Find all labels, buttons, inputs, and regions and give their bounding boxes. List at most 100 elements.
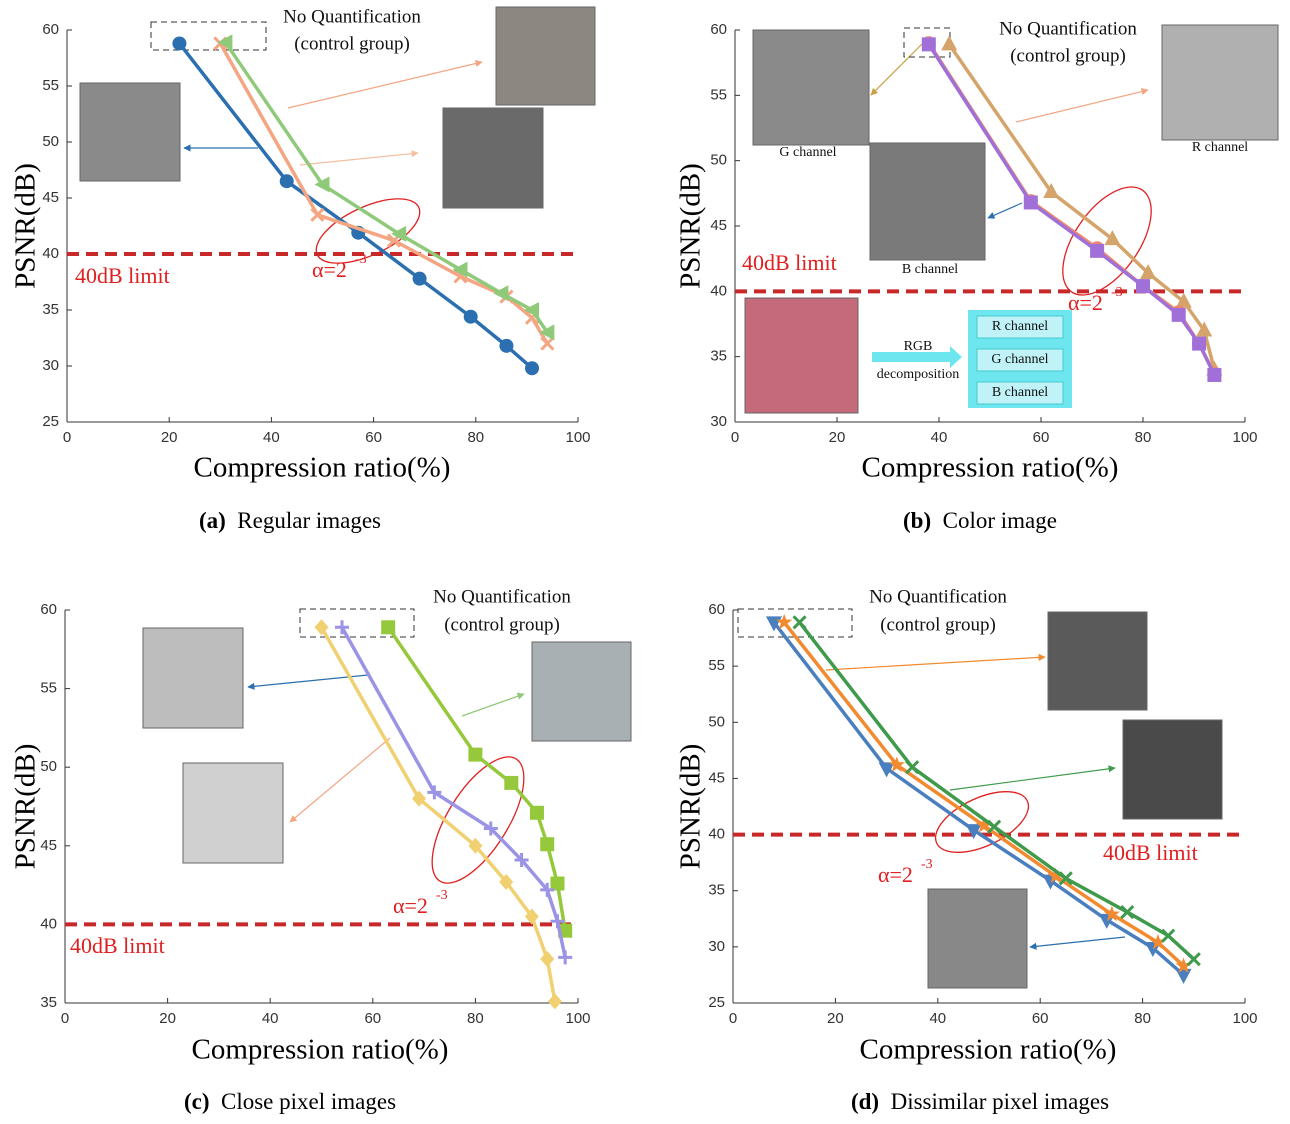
- caption: (a) Regular images: [199, 508, 381, 533]
- x-tick-label: 100: [1232, 429, 1257, 446]
- annotation: G channel: [779, 145, 836, 160]
- y-tick-label: 35: [708, 882, 725, 899]
- annotation: No Quantification: [999, 18, 1137, 39]
- caption-title: Regular images: [237, 508, 381, 533]
- arrow: [988, 203, 1022, 218]
- marker: [1207, 368, 1221, 382]
- marker: [499, 339, 513, 353]
- thumbnail: [496, 7, 595, 105]
- x-tick-label: 0: [731, 429, 739, 446]
- y-tick-label: 50: [708, 713, 725, 730]
- marker: [548, 993, 562, 1009]
- y-axis-label: PSNR(dB): [675, 744, 707, 870]
- annotation: B channel: [902, 262, 958, 277]
- marker: [1090, 244, 1104, 258]
- annotation: G channel: [991, 352, 1048, 367]
- arrow: [826, 657, 1045, 670]
- y-tick-label: 25: [708, 994, 725, 1011]
- x-axis-label: Compression ratio(%): [194, 452, 451, 484]
- y-tick-label: 30: [710, 413, 727, 430]
- figure: 25 30 35 40 45 50 55 60 0 20 40 60 80 100 Compression …: [0, 0, 1290, 1124]
- annotation: α=2: [312, 257, 347, 282]
- thumbnail: [753, 30, 869, 145]
- marker: [525, 361, 539, 375]
- thumbnail: [532, 642, 631, 741]
- arrow: [1030, 937, 1125, 947]
- marker: [922, 37, 936, 51]
- y-tick-label: 60: [42, 21, 59, 38]
- marker: [530, 806, 544, 820]
- annotation: α=2: [1068, 290, 1103, 315]
- marker: [540, 837, 554, 851]
- annotation: 40dB limit: [1103, 840, 1198, 865]
- y-tick-label: 45: [710, 217, 727, 234]
- panel-label: (c): [184, 1089, 210, 1114]
- annotation: 40dB limit: [70, 933, 165, 958]
- thumbnail: [745, 298, 858, 413]
- x-axis-label: Compression ratio(%): [192, 1034, 449, 1066]
- marker: [1188, 953, 1200, 965]
- x-tick-label: 100: [1232, 1010, 1257, 1027]
- y-tick-label: 35: [40, 994, 57, 1011]
- arrow: [288, 62, 482, 108]
- x-tick-label: 80: [1135, 429, 1152, 446]
- series-line: [322, 627, 555, 1001]
- x-tick-label: 100: [565, 429, 590, 446]
- y-tick-label: 60: [40, 601, 57, 618]
- marker: [1121, 906, 1133, 918]
- annotation: -3: [355, 252, 367, 267]
- y-tick-label: 25: [42, 413, 59, 430]
- annotation: 40dB limit: [75, 263, 170, 288]
- y-axis-label: PSNR(dB): [10, 744, 42, 870]
- annotation: No Quantification: [283, 6, 421, 27]
- y-tick-label: 60: [708, 601, 725, 618]
- control-box: [738, 609, 852, 637]
- x-tick-label: 0: [729, 1010, 737, 1027]
- caption-title: Close pixel images: [221, 1089, 396, 1114]
- marker: [468, 748, 482, 762]
- thumbnail: [928, 889, 1027, 988]
- marker: [541, 338, 553, 350]
- y-tick-label: 60: [710, 21, 727, 38]
- y-axis-label: PSNR(dB): [675, 163, 707, 289]
- x-tick-label: 40: [263, 429, 280, 446]
- y-tick-label: 50: [40, 758, 57, 775]
- caption: (c) Close pixel images: [184, 1089, 396, 1114]
- marker: [1024, 195, 1038, 209]
- x-axis-label: Compression ratio(%): [862, 452, 1119, 484]
- x-tick-label: 80: [1134, 1010, 1151, 1027]
- y-tick-label: 50: [710, 152, 727, 169]
- marker: [906, 761, 918, 773]
- marker: [1172, 308, 1186, 322]
- x-tick-label: 0: [61, 1010, 69, 1027]
- x-tick-label: 20: [161, 429, 178, 446]
- panel-label: (d): [851, 1089, 879, 1114]
- marker: [381, 620, 395, 634]
- marker: [794, 616, 806, 628]
- annotation: R channel: [1192, 140, 1248, 155]
- marker: [1162, 930, 1174, 942]
- x-tick-label: 60: [365, 429, 382, 446]
- caption-title: Color image: [943, 508, 1057, 533]
- x-tick-label: 20: [829, 429, 846, 446]
- y-tick-label: 35: [42, 301, 59, 318]
- x-tick-label: 40: [931, 429, 948, 446]
- y-tick-label: 40: [42, 245, 59, 262]
- y-tick-label: 35: [710, 348, 727, 365]
- annotation: α=2: [878, 862, 913, 887]
- y-tick-label: 30: [42, 357, 59, 374]
- arrow: [290, 738, 390, 822]
- thumbnail: [1162, 25, 1278, 140]
- panel-label: (b): [903, 508, 931, 533]
- marker: [493, 285, 508, 301]
- arrow: [950, 768, 1115, 790]
- thumbnail: [80, 83, 180, 181]
- control-box: [300, 609, 414, 637]
- y-tick-label: 40: [708, 826, 725, 843]
- annotation: RGB: [904, 339, 933, 354]
- y-tick-label: 55: [40, 680, 57, 697]
- y-tick-label: 45: [708, 769, 725, 786]
- thumbnail: [870, 143, 985, 260]
